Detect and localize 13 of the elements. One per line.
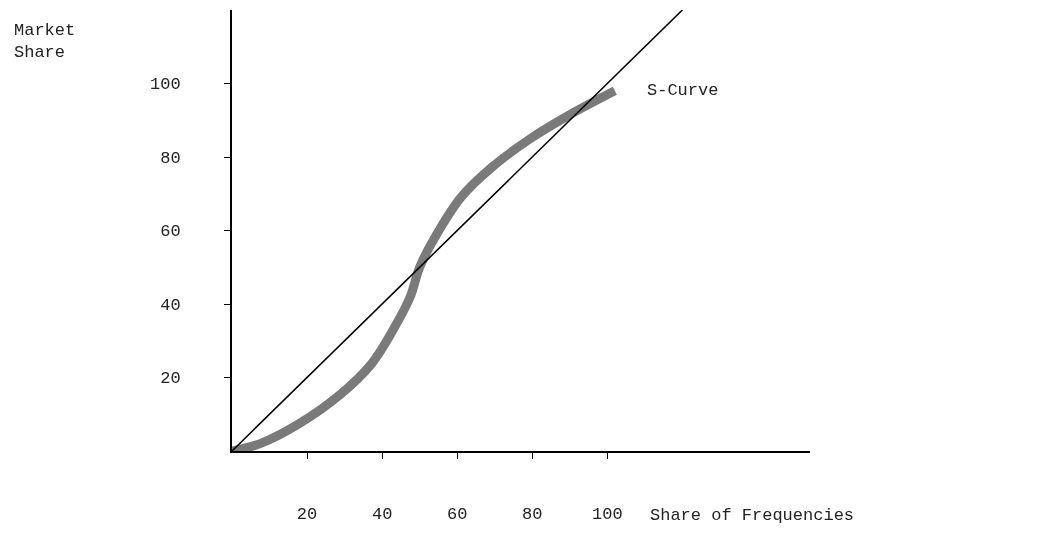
x-axis-title: Share of Frequencies [650,506,855,525]
y-tick-label: 80 [160,148,181,168]
y-tick-label: 100 [149,75,181,95]
y-axis-title: Market Share [14,21,76,63]
x-tick-label: 80 [522,505,543,525]
x-tick-label: 40 [371,505,393,525]
series-label: S-Curve [647,81,719,100]
y-tick-label: 20 [160,369,181,389]
x-tick-label: 60 [446,505,468,525]
x-tick-label: 100 [592,505,623,525]
y-tick-label: 60 [160,222,181,242]
y-tick-label: 40 [160,295,181,315]
x-tick-label: 20 [296,505,318,525]
